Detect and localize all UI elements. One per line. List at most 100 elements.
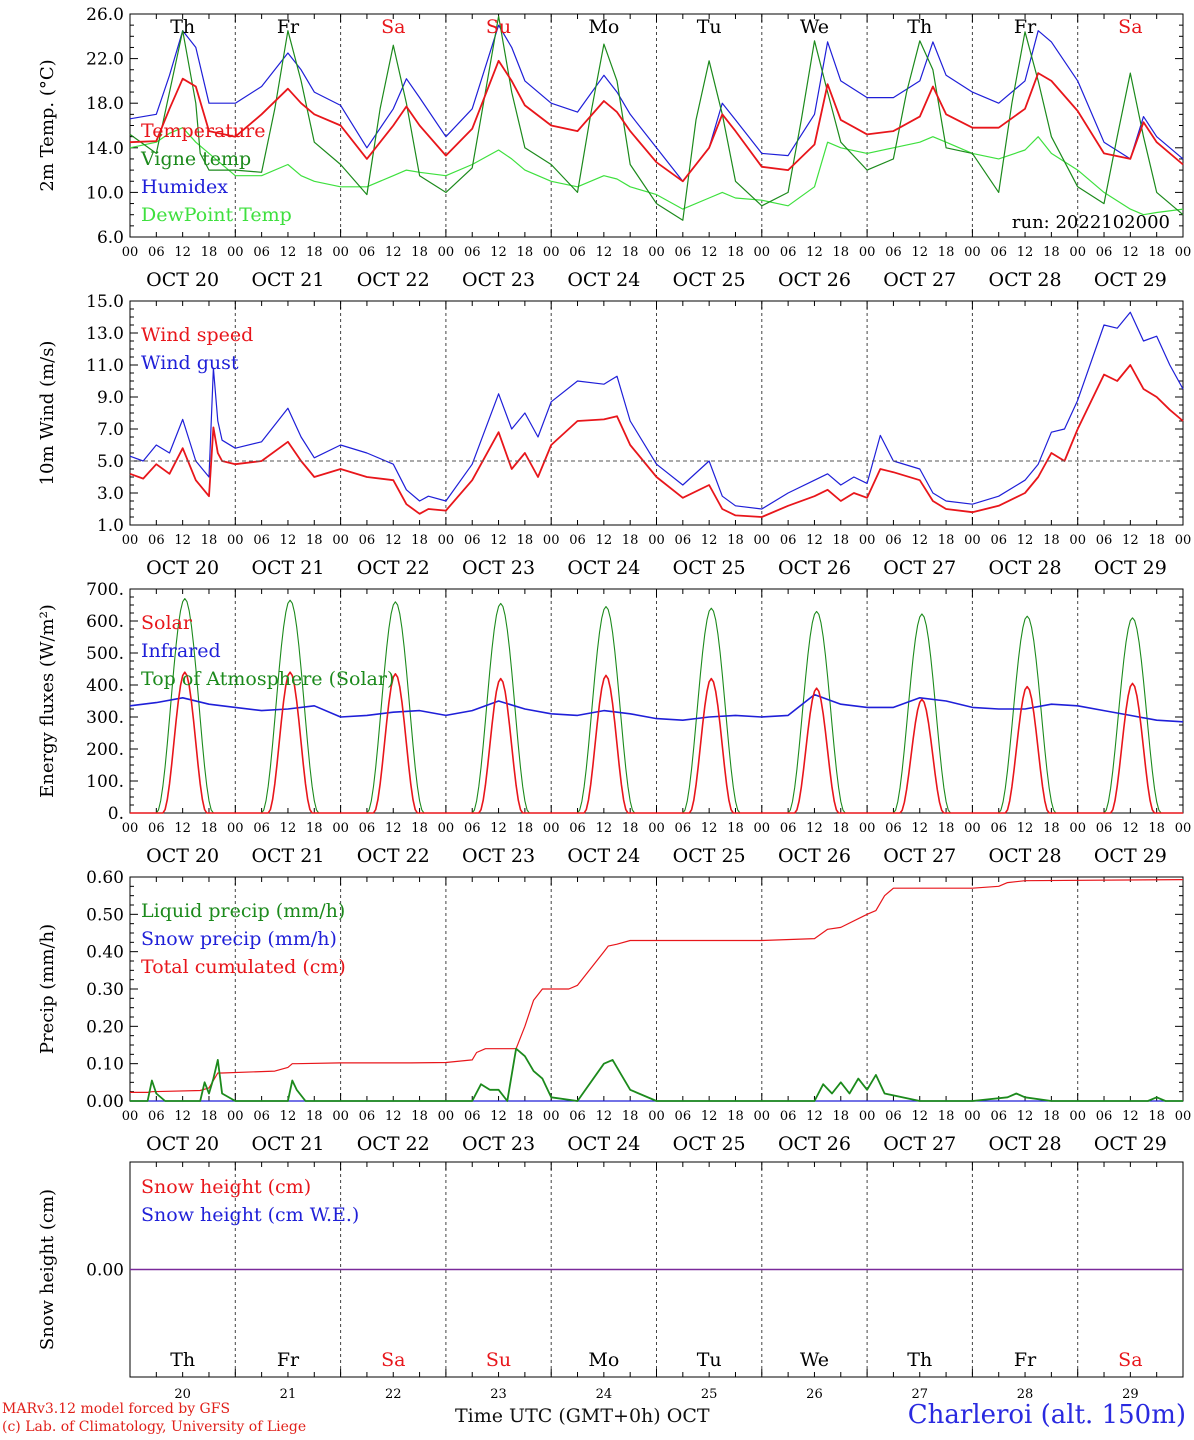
- panel-0-date-label: OCT 21: [251, 269, 324, 291]
- panel-2-hour-label: 12: [911, 821, 928, 836]
- panel-0-hour-label: 18: [727, 245, 744, 260]
- panel-0-hour-label: 18: [411, 245, 428, 260]
- panel-1-hour-label: 12: [280, 533, 297, 548]
- panel-0-hour-label: 18: [622, 245, 639, 260]
- panel-1-hour-label: 00: [1069, 533, 1086, 548]
- panel-1-hour-label: 18: [306, 533, 323, 548]
- panel-1-hour-label: 06: [1096, 533, 1113, 548]
- panel-0-date-label: OCT 22: [357, 269, 430, 291]
- panel-0-hour-label: 00: [227, 245, 244, 260]
- panel-3-hour-label: 06: [569, 1109, 586, 1124]
- panel-0-hour-label: 12: [385, 245, 402, 260]
- run-label: run: 2022102000: [1012, 212, 1170, 233]
- panel-0-hour-label: 12: [911, 245, 928, 260]
- panel-3-date-label: OCT 23: [462, 1133, 535, 1155]
- weekday-label-bottom: Fr: [1014, 1349, 1037, 1371]
- panel-2-hour-label: 00: [227, 821, 244, 836]
- panel-3-hour-label: 06: [675, 1109, 692, 1124]
- day-number-label: 29: [1122, 1387, 1139, 1402]
- series-dewpoint-temp-line: [129, 127, 1184, 216]
- panel-2-hour-label: 18: [201, 821, 218, 836]
- panel-3-hour-label: 18: [727, 1109, 744, 1124]
- panel-1-hour-label: 12: [911, 533, 928, 548]
- panel-1-hour-label: 18: [833, 533, 850, 548]
- panel-0-hour-label: 00: [543, 245, 560, 260]
- panel-1-legend-item: Wind speed: [141, 324, 253, 346]
- panel-0-y-axis-title: 2m Temp. (°C): [37, 59, 58, 191]
- panel-2-date-label: OCT 25: [673, 845, 746, 867]
- panel-2-y-axis-title: Energy fluxes (W/m²): [37, 604, 58, 798]
- day-number-label: 28: [1017, 1387, 1034, 1402]
- panel-3-hour-label: 12: [1122, 1109, 1139, 1124]
- panel-1-hour-label: 12: [1017, 533, 1034, 548]
- panel-2-hour-label: 12: [1122, 821, 1139, 836]
- panel-2-hour-label: 18: [727, 821, 744, 836]
- panel-2-hour-label: 00: [543, 821, 560, 836]
- panel-1-y-tick-label: 15.0: [86, 292, 124, 312]
- panel-3-legend-item: Total cumulated (cm): [141, 956, 346, 978]
- panel-0-hour-label: 12: [701, 245, 718, 260]
- panel-1-hour-label: 18: [1148, 533, 1165, 548]
- panel-1-hour-label: 06: [359, 533, 376, 548]
- panel-0-hour-label: 12: [1017, 245, 1034, 260]
- panel-2-legend-item: Top of Atmosphere (Solar): [141, 668, 394, 690]
- panel-1-hour-label: 00: [964, 533, 981, 548]
- panel-1-hour-label: 18: [1043, 533, 1060, 548]
- panel-1-hour-label: 18: [938, 533, 955, 548]
- panel-1-y-tick-label: 13.0: [86, 324, 124, 344]
- panel-3-hour-label: 18: [1148, 1109, 1165, 1124]
- panel-0-hour-label: 18: [201, 245, 218, 260]
- panel-2-legend-item: Infrared: [141, 640, 221, 662]
- panel-3-hour-label: 06: [1096, 1109, 1113, 1124]
- series-temperature-line: [129, 59, 1184, 183]
- panel-2-hour-label: 12: [490, 821, 507, 836]
- panel-2-hour-label: 12: [596, 821, 613, 836]
- panel-2-hour-label: 06: [675, 821, 692, 836]
- panel-2-hour-label: 06: [359, 821, 376, 836]
- panel-3-y-tick-label: 0.00: [86, 1092, 124, 1112]
- panel-2-hour-label: 00: [122, 821, 139, 836]
- panel-3-date-label: OCT 27: [883, 1133, 956, 1155]
- day-number-label: 20: [174, 1387, 191, 1402]
- panel-2-hour-label: 12: [280, 821, 297, 836]
- panel-0-y-tick-label: 6.0: [97, 228, 124, 248]
- panel-2-hour-label: 06: [780, 821, 797, 836]
- weekday-label-bottom: Mo: [588, 1349, 619, 1371]
- panel-0-hour-label: 00: [754, 245, 771, 260]
- panel-2-hour-label: 12: [385, 821, 402, 836]
- panel-1-hour-label: 06: [885, 533, 902, 548]
- panel-3-hour-label: 06: [990, 1109, 1007, 1124]
- panel-3-hour-label: 00: [227, 1109, 244, 1124]
- panel-1-date-label: OCT 27: [883, 557, 956, 579]
- day-number-label: 22: [385, 1387, 402, 1402]
- panel-1-hour-label: 06: [780, 533, 797, 548]
- panel-2-hour-label: 18: [938, 821, 955, 836]
- panel-1-frame: [129, 300, 1184, 526]
- panel-0-date-label: OCT 24: [567, 269, 640, 291]
- panel-1-date-label: OCT 29: [1094, 557, 1167, 579]
- weekday-label-top: Fr: [277, 16, 300, 38]
- series-infrared-line: [129, 693, 1184, 723]
- day-number-label: 27: [911, 1387, 928, 1402]
- panel-2-date-label: OCT 21: [251, 845, 324, 867]
- panel-0-date-label: OCT 29: [1094, 269, 1167, 291]
- panel-1-y-axis-title: 10m Wind (m/s): [37, 341, 58, 486]
- panel-1-hour-label: 00: [648, 533, 665, 548]
- panel-1-date-label: OCT 20: [146, 557, 219, 579]
- panel-2-hour-label: 12: [701, 821, 718, 836]
- panel-2-y-tick-label: 700.: [86, 580, 124, 600]
- panel-3-y-tick-label: 0.40: [86, 943, 124, 963]
- panel-0-date-label: OCT 28: [989, 269, 1062, 291]
- panel-0-y-tick-label: 22.0: [86, 50, 124, 70]
- panel-1-hour-label: 06: [253, 533, 270, 548]
- panel-3-date-label: OCT 21: [251, 1133, 324, 1155]
- panel-3-date-label: OCT 29: [1094, 1133, 1167, 1155]
- panel-2-hour-label: 00: [1069, 821, 1086, 836]
- panel-1-date-label: OCT 21: [251, 557, 324, 579]
- panel-4-legend-item: Snow height (cm): [141, 1176, 311, 1198]
- panel-2-hour-label: 18: [306, 821, 323, 836]
- series-wind-gust-line: [129, 311, 1184, 510]
- panel-2-hour-label: 00: [964, 821, 981, 836]
- panel-3-hour-label: 06: [464, 1109, 481, 1124]
